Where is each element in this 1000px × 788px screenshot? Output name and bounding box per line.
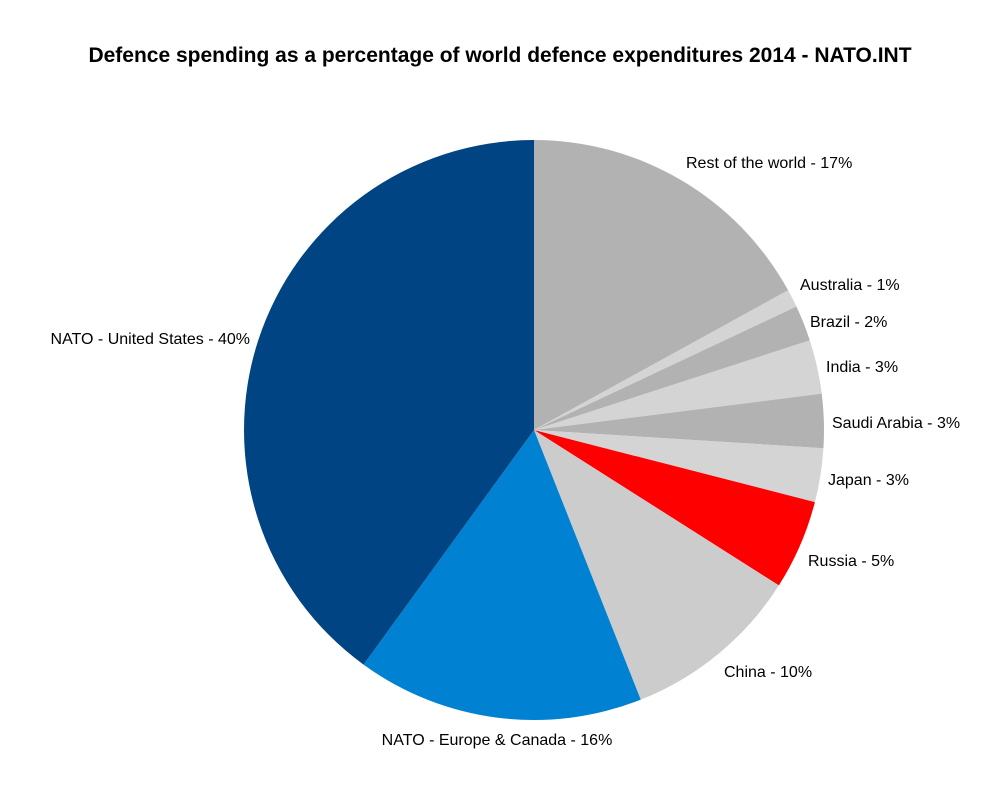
slice-label-china: China - 10% <box>724 664 812 681</box>
pie-slice-nato-europe-canada <box>363 430 641 721</box>
slice-label-japan: Japan - 3% <box>828 472 909 489</box>
pie-slice-japan <box>534 430 824 503</box>
pie-slice-australia <box>534 290 797 430</box>
pie-slice-rest-of-the-world <box>534 140 789 430</box>
slice-label-nato-europe-canada: NATO - Europe & Canada - 16% <box>382 732 613 749</box>
chart-title: Defence spending as a percentage of worl… <box>88 44 912 67</box>
slice-label-russia: Russia - 5% <box>808 553 894 570</box>
pie-slice-russia <box>534 430 815 586</box>
slice-label-brazil: Brazil - 2% <box>810 314 887 331</box>
slice-label-india: India - 3% <box>826 359 898 376</box>
slice-label-rest-of-the-world: Rest of the world - 17% <box>686 155 852 172</box>
pie-slice-brazil <box>534 306 810 430</box>
slice-label-saudi-arabia: Saudi Arabia - 3% <box>832 415 960 432</box>
pie-slice-china <box>534 430 779 700</box>
slice-label-nato-united-states: NATO - United States - 40% <box>51 331 250 348</box>
pie-slice-nato-united-states <box>244 140 535 665</box>
slice-label-australia: Australia - 1% <box>800 277 900 294</box>
pie-slice-india <box>534 340 822 430</box>
pie-slice-saudi-arabia <box>534 393 825 449</box>
